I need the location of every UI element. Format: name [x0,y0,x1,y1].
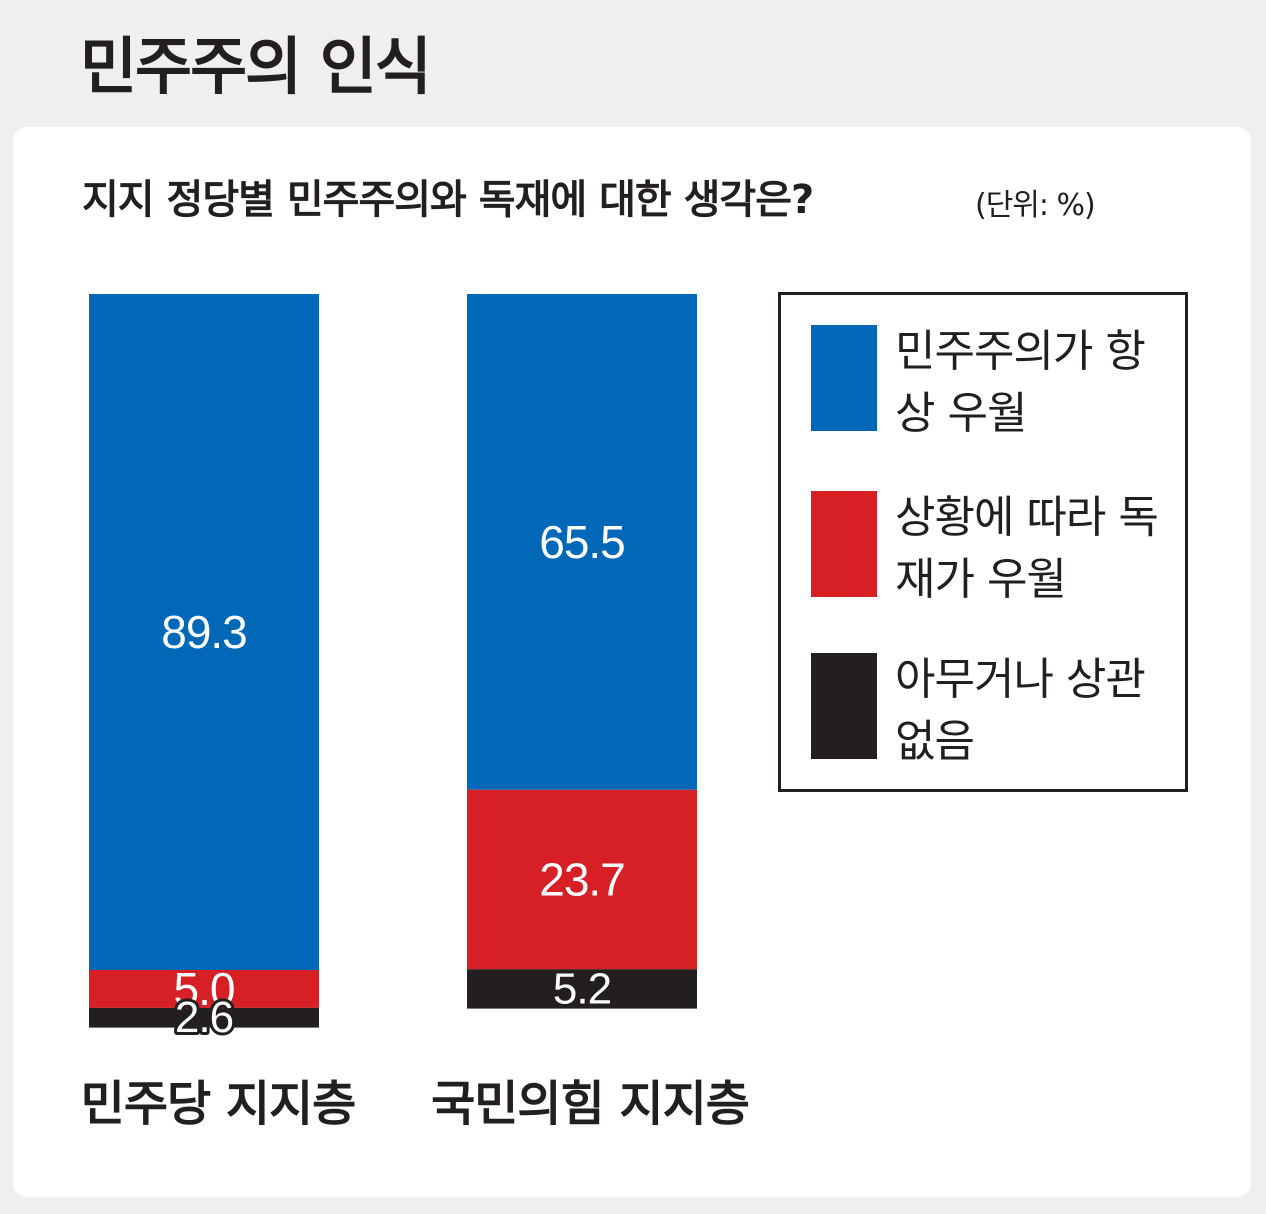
legend-item-indifferent: 아무거나 상관없음 [811,653,1171,767]
legend: 민주주의가 항상 우월 상황에 따라 독재가 우월 아무거나 상관없음 [778,292,1188,792]
legend-label-indifferent: 아무거나 상관없음 [895,654,1146,767]
category-label-democratic: 민주당 지지층 [80,1076,357,1132]
bar-indifferent-1 [467,969,697,1009]
value-label-indifferent-0: 2.6 [175,993,233,1042]
legend-label-democracy: 민주주의가 항상 우월 [895,326,1146,439]
value-label-democracy-0: 89.3 [161,606,247,658]
bar-dictatorship-0 [89,970,319,1008]
legend-swatch-indifferent [811,653,877,759]
bar-democracy-0 [89,294,319,970]
legend-item-dictatorship: 상황에 따라 독재가 우월 [811,491,1171,605]
bar-democracy-1 [467,294,697,790]
category-label-ppp: 국민의힘 지지층 [431,1076,750,1132]
legend-swatch-dictatorship [811,491,877,597]
value-label-dictatorship-0: 5.0 [174,963,235,1015]
chart-title: 지지 정당별 민주주의와 독재에 대한 생각은? [82,177,814,223]
value-label-dictatorship-1: 23.7 [539,854,625,906]
page-title: 민주주의 인식 [80,30,432,103]
legend-item-democracy: 민주주의가 항상 우월 [811,325,1171,439]
value-label-democracy-1: 65.5 [539,516,625,568]
value-label-indifferent-1: 5.2 [553,964,611,1013]
legend-label-dictatorship: 상황에 따라 독재가 우월 [895,492,1159,605]
bar-indifferent-0 [89,1007,319,1028]
legend-swatch-democracy [811,325,877,431]
bar-dictatorship-1 [467,789,697,970]
chart-unit: (단위: %) [975,188,1096,223]
